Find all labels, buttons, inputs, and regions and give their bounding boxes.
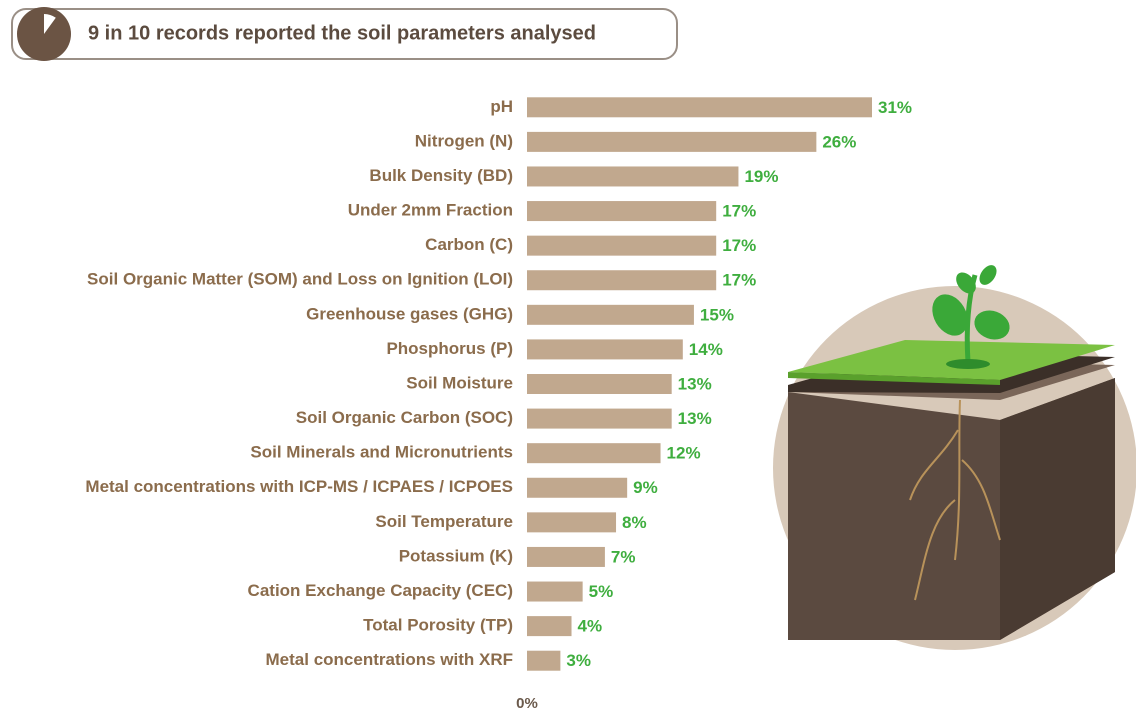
chart-title: 9 in 10 records reported the soil parame… bbox=[88, 22, 596, 44]
x-tick-label: 0% bbox=[516, 695, 538, 712]
value-label: 5% bbox=[589, 582, 614, 601]
value-label: 13% bbox=[678, 409, 712, 428]
category-label: Carbon (C) bbox=[425, 235, 513, 254]
category-label: Bulk Density (BD) bbox=[369, 166, 513, 185]
value-label: 17% bbox=[722, 236, 756, 255]
value-label: 4% bbox=[578, 617, 603, 636]
value-label: 17% bbox=[722, 202, 756, 221]
category-label: Total Porosity (TP) bbox=[363, 616, 513, 635]
bar bbox=[527, 304, 694, 325]
value-label: 15% bbox=[700, 305, 734, 324]
bar bbox=[527, 339, 683, 360]
title-icon-slice bbox=[44, 13, 56, 34]
value-label: 8% bbox=[622, 513, 647, 532]
bar bbox=[527, 408, 672, 429]
value-label: 13% bbox=[678, 374, 712, 393]
category-label: Cation Exchange Capacity (CEC) bbox=[248, 581, 513, 600]
bar bbox=[527, 235, 717, 256]
category-label: Metal concentrations with XRF bbox=[266, 650, 513, 669]
category-label: Metal concentrations with ICP-MS / ICPAE… bbox=[85, 477, 513, 496]
category-label: Soil Temperature bbox=[375, 512, 513, 531]
category-label: Soil Minerals and Micronutrients bbox=[250, 443, 513, 462]
value-label: 14% bbox=[689, 340, 723, 359]
bar bbox=[527, 546, 605, 567]
bar bbox=[527, 616, 572, 637]
category-label: pH bbox=[490, 97, 513, 116]
category-label: Greenhouse gases (GHG) bbox=[306, 304, 513, 323]
category-label: Nitrogen (N) bbox=[415, 131, 513, 150]
category-label: Under 2mm Fraction bbox=[348, 201, 513, 220]
value-label: 3% bbox=[566, 651, 591, 670]
soil-illustration bbox=[773, 265, 1136, 650]
value-label: 19% bbox=[744, 167, 778, 186]
value-label: 12% bbox=[667, 444, 701, 463]
category-label: Soil Organic Matter (SOM) and Loss on Ig… bbox=[87, 270, 513, 289]
bar bbox=[527, 650, 561, 671]
category-label: Soil Moisture bbox=[406, 373, 513, 392]
bar bbox=[527, 374, 672, 394]
value-label: 31% bbox=[878, 98, 912, 117]
bar bbox=[527, 581, 583, 602]
bar bbox=[527, 201, 717, 222]
bar bbox=[527, 166, 739, 187]
value-label: 9% bbox=[633, 478, 658, 497]
title-box bbox=[11, 8, 678, 60]
category-label: Potassium (K) bbox=[399, 546, 513, 565]
bar bbox=[527, 512, 617, 533]
category-label: Soil Organic Carbon (SOC) bbox=[296, 408, 513, 427]
bar bbox=[527, 131, 817, 152]
value-label: 17% bbox=[722, 271, 756, 290]
bar bbox=[527, 477, 628, 498]
category-label: Phosphorus (P) bbox=[386, 339, 513, 358]
bar bbox=[527, 97, 872, 118]
value-label: 7% bbox=[611, 547, 636, 566]
bar bbox=[527, 270, 717, 291]
bar bbox=[527, 443, 661, 464]
value-label: 26% bbox=[822, 132, 856, 151]
